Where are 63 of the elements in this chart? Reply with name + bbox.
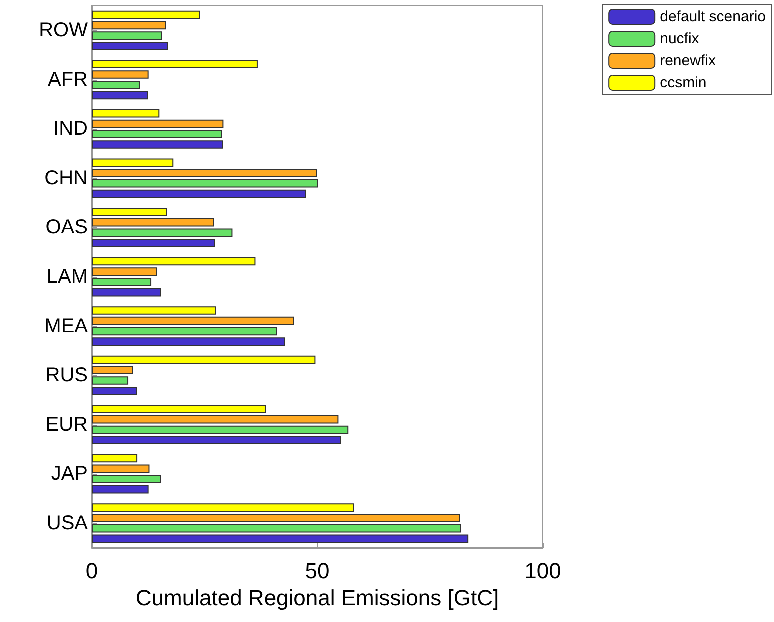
bar (92, 70, 149, 79)
bar (92, 169, 318, 178)
bar (92, 60, 258, 68)
bar (92, 376, 129, 385)
bar (92, 257, 256, 266)
bar (92, 356, 316, 364)
y-tick-label: CHN (44, 167, 88, 190)
bar (92, 218, 214, 227)
bar (92, 436, 342, 445)
bar (92, 338, 286, 346)
bar (92, 278, 152, 286)
bar (92, 158, 174, 168)
bar (92, 514, 460, 522)
bar (92, 327, 278, 336)
bar (92, 109, 160, 118)
y-tick-label: ROW (39, 20, 88, 42)
bar (92, 42, 168, 50)
y-tick-label: LAM (46, 266, 88, 288)
legend-label: nucfix (660, 30, 700, 48)
bar (92, 228, 233, 238)
legend-label: default scenario (660, 8, 766, 26)
y-tick-label: USA (46, 512, 89, 534)
bar (92, 524, 462, 533)
bar (92, 140, 224, 149)
bar (92, 120, 224, 128)
y-tick-label: RUS (46, 364, 88, 387)
bar (92, 32, 162, 40)
bar (92, 534, 469, 544)
bar (92, 80, 140, 90)
bar (92, 316, 294, 326)
bar (92, 366, 134, 375)
y-tick-label: MEA (44, 315, 89, 338)
bar (92, 475, 162, 484)
bar (92, 21, 166, 30)
y-tick-label: IND (54, 118, 88, 140)
bar (92, 208, 168, 216)
bar (92, 190, 306, 198)
bar (92, 179, 318, 188)
x-axis-title: Cumulated Regional Emissions [GtC] (136, 585, 500, 610)
bar (92, 504, 354, 512)
bar (92, 454, 138, 463)
legend-label: ccsmin (660, 74, 707, 92)
bar (92, 10, 200, 20)
x-tick-label: 0 (86, 558, 98, 584)
y-tick-label: OAS (46, 216, 88, 239)
bar (92, 91, 148, 100)
legend-label: renewfix (660, 52, 716, 70)
y-tick-label: AFR (48, 68, 88, 91)
bar (92, 288, 162, 297)
bar (92, 386, 138, 396)
bar (92, 268, 158, 276)
bar (92, 426, 349, 434)
y-tick-label: JAP (51, 463, 88, 486)
x-tick-label: 100 (524, 558, 562, 584)
x-tick-label: 50 (305, 558, 330, 584)
bar (92, 415, 339, 424)
bar (92, 306, 216, 315)
bar (92, 130, 222, 139)
bar (92, 464, 150, 474)
y-tick-label: EUR (46, 414, 88, 436)
bar (92, 239, 216, 248)
bar (92, 405, 266, 414)
bar (92, 486, 149, 494)
